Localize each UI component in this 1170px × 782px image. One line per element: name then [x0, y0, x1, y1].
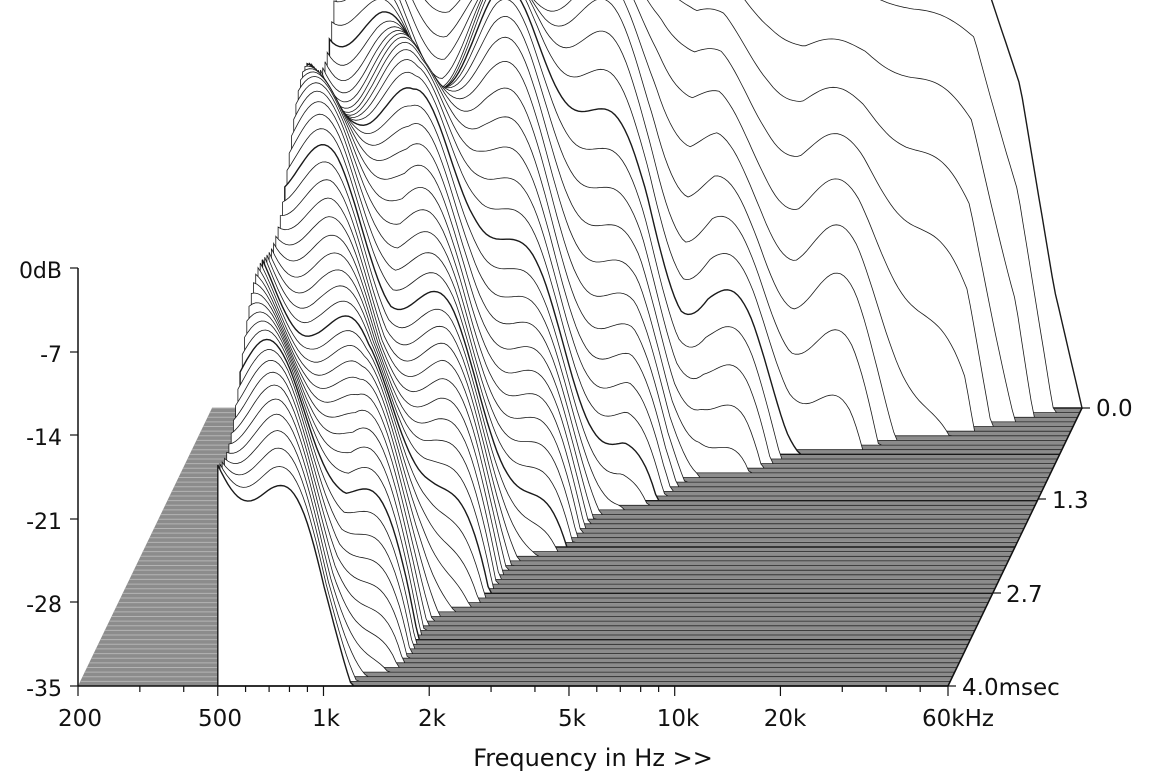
- freq-tick-label-7: 60kHz: [922, 706, 994, 732]
- slices-layer: [217, 0, 1083, 687]
- frequency-minor-ticks: [77, 686, 949, 696]
- db-tick-label-1: -7: [40, 343, 62, 368]
- time-axis-line: [947, 407, 1083, 687]
- db-tick-label-4: -28: [26, 593, 62, 618]
- freq-tick-label-0: 200: [58, 706, 102, 732]
- frequency-axis: 200 500 1k 2k 5k 10k 20k 60kHz Frequency…: [58, 685, 994, 772]
- time-tick-label-1: 1.3: [1052, 488, 1089, 514]
- frequency-axis-title: Frequency in Hz >>: [473, 744, 713, 772]
- freq-tick-label-3: 2k: [418, 706, 447, 732]
- time-tick-label-2: 2.7: [1006, 582, 1043, 608]
- freq-tick-label-4: 5k: [558, 706, 587, 732]
- time-axis: 0.0 1.3 2.7 4.0msec: [947, 396, 1133, 701]
- freq-tick-label-5: 10k: [657, 706, 700, 732]
- freq-tick-label-2: 1k: [312, 706, 341, 732]
- freq-tick-label-1: 500: [198, 706, 242, 732]
- freq-tick-label-6: 20k: [764, 706, 807, 732]
- time-tick-label-3: 4.0msec: [962, 675, 1060, 701]
- db-tick-label-3: -21: [26, 510, 62, 535]
- db-tick-label-0: 0dB: [19, 259, 62, 284]
- decay-slice: [259, 262, 991, 599]
- time-tick-label-0: 0.0: [1096, 396, 1133, 422]
- left-axis: 0dB -7 -14 -21 -28 -35: [19, 259, 79, 702]
- db-tick-label-5: -35: [26, 677, 62, 702]
- db-tick-label-2: -14: [26, 426, 62, 451]
- decay-slice: [261, 259, 993, 594]
